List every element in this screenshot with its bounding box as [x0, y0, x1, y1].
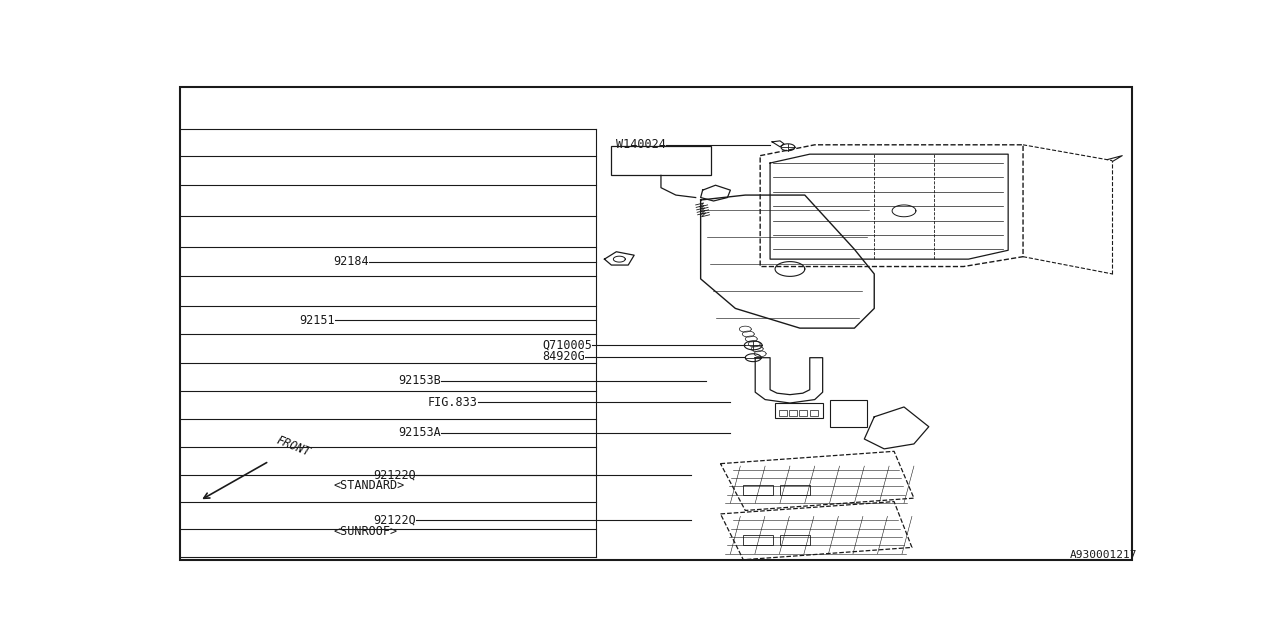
Bar [612, 146, 710, 175]
Bar [829, 399, 868, 427]
Text: 92184: 92184 [334, 255, 369, 268]
Text: W140024: W140024 [617, 138, 666, 151]
Text: Q710005: Q710005 [541, 339, 591, 352]
Text: FRONT: FRONT [274, 433, 312, 459]
Bar [776, 403, 823, 418]
Text: 92153A: 92153A [398, 426, 440, 439]
Text: 92153B: 92153B [398, 374, 440, 387]
Bar [780, 535, 810, 545]
Bar [744, 485, 773, 495]
Bar [810, 410, 818, 417]
Text: <STANDARD>: <STANDARD> [334, 479, 404, 492]
Bar [780, 485, 810, 495]
Bar [780, 410, 787, 417]
Text: 92151: 92151 [300, 314, 334, 327]
Text: 84920G: 84920G [541, 350, 585, 364]
Text: FIG.833: FIG.833 [428, 396, 477, 408]
Text: <SUNROOF>: <SUNROOF> [334, 525, 398, 538]
Bar [744, 535, 773, 545]
Bar [799, 410, 806, 417]
Text: 92122Q: 92122Q [374, 514, 416, 527]
Bar [788, 410, 797, 417]
Text: 92122Q: 92122Q [374, 468, 416, 481]
Text: A930001217: A930001217 [1070, 550, 1137, 560]
